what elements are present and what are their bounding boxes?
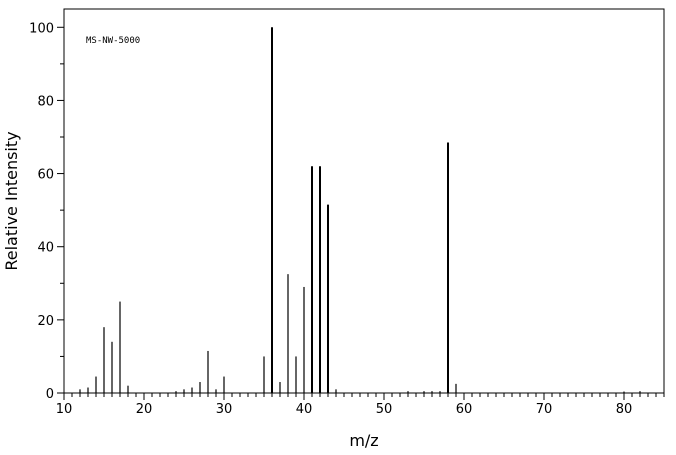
- x-tick-label: 10: [56, 402, 73, 417]
- plot-frame: [63, 8, 665, 394]
- x-tick-label: 60: [456, 402, 473, 417]
- y-tick-label: 20: [37, 314, 54, 329]
- y-tick-label: 60: [37, 168, 54, 183]
- x-tick-label: 50: [376, 402, 393, 417]
- x-axis-title: m/z: [349, 431, 378, 450]
- y-axis-title: Relative Intensity: [2, 131, 21, 270]
- y-tick-label: 100: [29, 21, 54, 36]
- y-tick-label: 80: [37, 94, 54, 109]
- x-tick-label: 30: [216, 402, 233, 417]
- y-axis-ticks: 0 20 40 60 80 100: [29, 21, 64, 402]
- y-tick-label: 40: [37, 241, 54, 256]
- peak-group: [79, 27, 641, 393]
- x-tick-label: 40: [296, 402, 313, 417]
- x-tick-label: 80: [616, 402, 633, 417]
- y-tick-label: 0: [46, 387, 54, 402]
- x-axis-ticks: 10 20 30 40 50 60 70 80: [56, 393, 665, 417]
- x-tick-label: 70: [536, 402, 553, 417]
- x-tick-label: 20: [136, 402, 153, 417]
- chart-annotation: MS-NW-5000: [86, 36, 140, 46]
